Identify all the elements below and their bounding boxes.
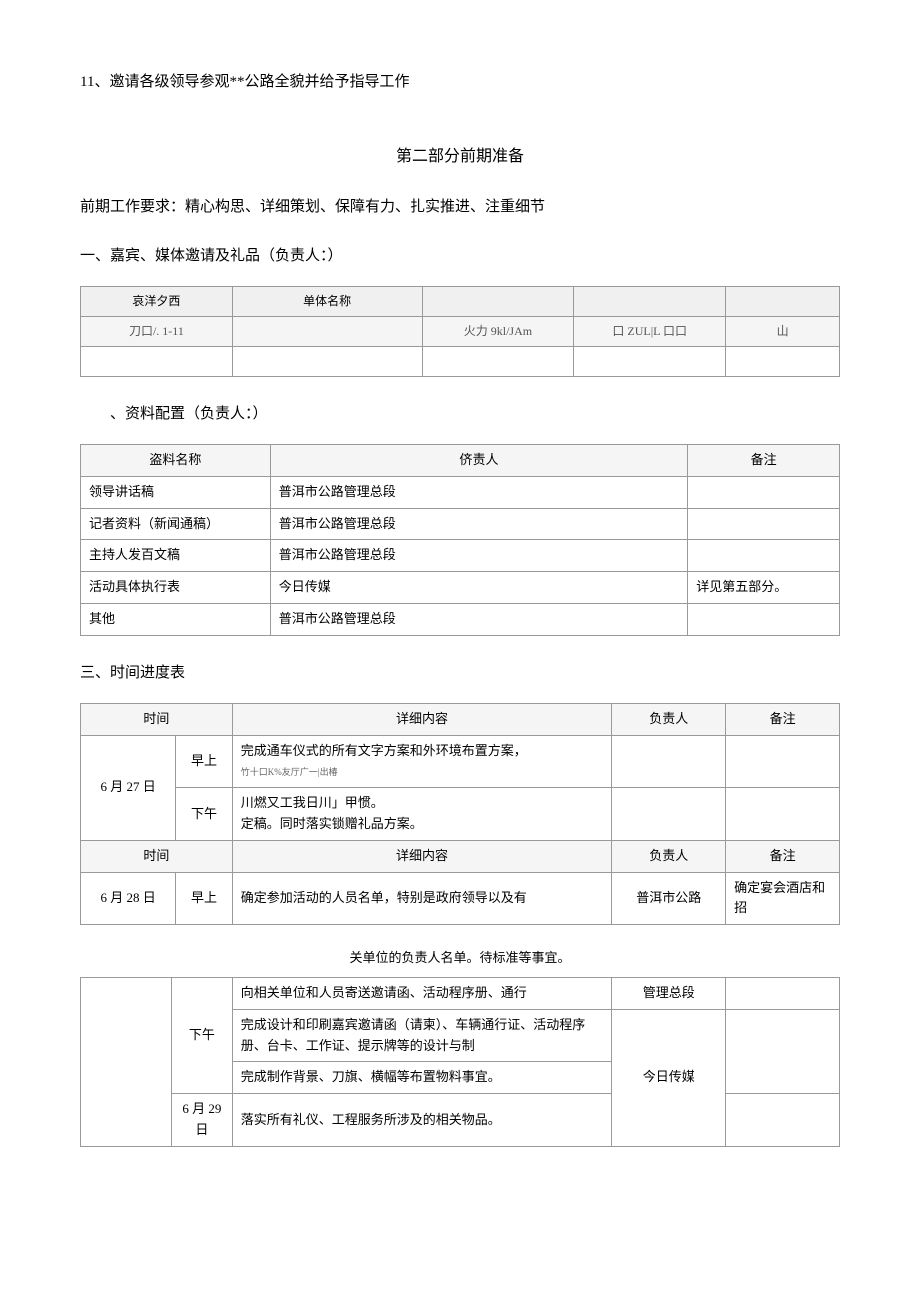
t2-r4c1: 活动具体执行表 [81,572,271,604]
t1-s2 [232,316,422,346]
t2-r5c3 [688,603,840,635]
t2-r2c3 [688,508,840,540]
t2-r4c2: 今日传媒 [270,572,687,604]
t1-s4: 口 ZUL|L 口口 [574,316,726,346]
t3b-content2: 完成设计和印刷嘉宾邀请函（请柬）、车辆通行证、活动程序册、台卡、工作证、提示牌等… [232,1009,612,1062]
t3b-afternoon: 下午 [172,977,233,1093]
interlude-text: 关单位的负责人名单。待标准等事宜。 [80,940,840,977]
t3-h3: 负责人 [612,703,726,735]
table-schedule: 时间 详细内容 负责人 备注 6 月 27 日 早上 完成通车仪式的所有文字方案… [80,703,840,925]
t3-content2: 川燃又工我日川」甲惯。 定稿。同时落实锁赠礼品方案。 [232,788,612,841]
t3b-person1: 管理总段 [612,977,726,1009]
t2-r5c1: 其他 [81,603,271,635]
t2-h2: 侪责人 [270,444,687,476]
t2-r3c3 [688,540,840,572]
t3-morning1: 早上 [176,735,233,788]
t2-r5c2: 普洱市公路管理总段 [270,603,687,635]
t1-h3 [422,286,574,316]
t2-r2c2: 普洱市公路管理总段 [270,508,687,540]
requirements-text: 前期工作要求：精心构思、详细策划、保障有力、扎实推进、注重细节 [80,195,840,219]
t3-date2: 6 月 28 日 [81,872,176,925]
t2-r1c3 [688,476,840,508]
t3-h4b: 备注 [726,840,840,872]
t3b-note2 [726,1009,840,1093]
t2-r2c1: 记者资料（新闻通稿） [81,508,271,540]
heading-materials: 、资料配置（负责人：） [110,402,840,426]
t3-h2: 详细内容 [232,703,612,735]
t1-h2: 单体名称 [232,286,422,316]
t3-content3: 确定参加活动的人员名单，特别是政府领导以及有 [232,872,612,925]
t3b-content3: 完成制作背景、刀旗、横幅等布置物料事宜。 [232,1062,612,1094]
t2-h3: 备注 [688,444,840,476]
t3-person1 [612,735,726,788]
t1-s3: 火力 9kl/JAm [422,316,574,346]
t3-h1b: 时间 [81,840,233,872]
t1-s1: 刀口/. 1-11 [81,316,233,346]
t3-h3b: 负责人 [612,840,726,872]
t1-h4 [574,286,726,316]
t3-person2 [612,788,726,841]
t1-empty-2 [232,346,422,376]
t3-note2 [726,788,840,841]
t2-r3c2: 普洱市公路管理总段 [270,540,687,572]
paragraph-11: 11、邀请各级领导参观**公路全貌并给予指导工作 [80,70,840,94]
t2-r3c1: 主持人发百文稿 [81,540,271,572]
t1-empty-4 [574,346,726,376]
t3b-note1 [726,977,840,1009]
t1-empty-5 [726,346,840,376]
t3-person3: 普洱市公路 [612,872,726,925]
t3-afternoon1: 下午 [176,788,233,841]
t3b-content4: 落实所有礼仪、工程服务所涉及的相关物品。 [232,1094,612,1147]
t3-morning2: 早上 [176,872,233,925]
t3-h4: 备注 [726,703,840,735]
t1-h5 [726,286,840,316]
t2-r1c2: 普洱市公路管理总段 [270,476,687,508]
section-title: 第二部分前期准备 [80,144,840,170]
table-schedule-cont: 下午 向相关单位和人员寄送邀请函、活动程序册、通行 管理总段 完成设计和印刷嘉宾… [80,977,840,1147]
table-guests: 哀洋夕西 单体名称 刀口/. 1-11 火力 9kl/JAm 口 ZUL|L 口… [80,286,840,377]
t3-content1: 完成通车仪式的所有文字方案和外环境布置方案， 竹十口K%友厅广一|出椿 [232,735,612,788]
t3b-note4 [726,1094,840,1147]
t1-empty-3 [422,346,574,376]
t1-empty-1 [81,346,233,376]
t3-note1 [726,735,840,788]
t2-r1c1: 领导讲话稿 [81,476,271,508]
t3-h2b: 详细内容 [232,840,612,872]
t3b-blank1 [81,977,172,1146]
t3b-date: 6 月 29 日 [172,1094,233,1147]
heading-guests: 一、嘉宾、媒体邀请及礼品（负责人：） [80,244,840,268]
t3-h1: 时间 [81,703,233,735]
t3b-content1: 向相关单位和人员寄送邀请函、活动程序册、通行 [232,977,612,1009]
t1-s5: 山 [726,316,840,346]
t2-r4c3: 详见第五部分。 [688,572,840,604]
t1-h1: 哀洋夕西 [81,286,233,316]
t3-date1: 6 月 27 日 [81,735,176,840]
heading-schedule: 三、时间进度表 [80,661,840,685]
t2-h1: 盗料名称 [81,444,271,476]
t3-note3: 确定宴会酒店和招 [726,872,840,925]
table-materials: 盗料名称 侪责人 备注 领导讲话稿 普洱市公路管理总段 记者资料（新闻通稿） 普… [80,444,840,636]
t3b-person2: 今日传媒 [612,1009,726,1146]
